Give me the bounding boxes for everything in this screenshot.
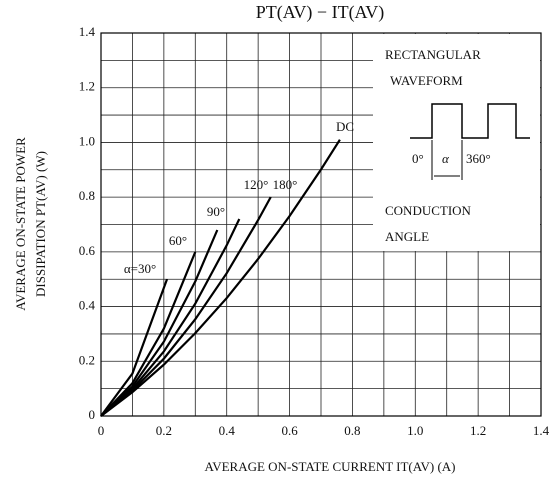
- legend-start: 0°: [412, 151, 424, 166]
- curve: [100, 196, 272, 417]
- y-tick-label: 1.2: [79, 79, 95, 94]
- y-tick-label: 1.0: [79, 133, 95, 148]
- y-tick-label: 0.4: [79, 298, 96, 313]
- y-tick-label: 1.4: [79, 24, 96, 39]
- x-tick-label: 0: [98, 423, 105, 438]
- curve: [100, 251, 197, 417]
- series-label: α=30°: [124, 261, 156, 276]
- curve: [100, 278, 169, 417]
- legend-caption: ANGLE: [385, 229, 429, 244]
- x-tick-label: 1.2: [470, 423, 486, 438]
- x-tick-label: 1.4: [533, 423, 550, 438]
- legend-title: WAVEFORM: [390, 73, 463, 88]
- series-label: 180°: [273, 177, 298, 192]
- y-tick-label: 0.8: [79, 188, 95, 203]
- x-tick-label: 0.8: [344, 423, 360, 438]
- curve: [100, 229, 219, 417]
- y-tick-label: 0: [89, 407, 96, 422]
- series-label: 60°: [169, 233, 187, 248]
- y-tick-label: 0.2: [79, 352, 95, 367]
- series-label: 90°: [207, 204, 225, 219]
- legend-alpha: α: [442, 151, 450, 166]
- legend-title: RECTANGULAR: [385, 47, 481, 62]
- x-axis-label: AVERAGE ON-STATE CURRENT IT(AV) (A): [204, 459, 455, 474]
- y-tick-label: 0.6: [79, 243, 96, 258]
- legend-box: RECTANGULAR WAVEFORM 0° α 360° CONDUCTIO…: [373, 34, 540, 251]
- x-tick-label: 0.6: [281, 423, 298, 438]
- x-tick-label: 1.0: [407, 423, 423, 438]
- legend-background: [373, 34, 540, 251]
- x-tick-label: 0.2: [156, 423, 172, 438]
- curve: [100, 139, 341, 417]
- legend-caption: CONDUCTION: [385, 203, 472, 218]
- curve: [100, 218, 241, 417]
- y-axis-label: AVERAGE ON-STATE POWER: [13, 137, 28, 311]
- waveform: [410, 103, 530, 139]
- y-axis-label: DISSIPATION PT(AV) (W): [33, 151, 48, 297]
- chart-title: PT(AV) − IT(AV): [256, 2, 384, 23]
- series-label: 120°: [244, 177, 269, 192]
- x-tick-label: 0.4: [219, 423, 236, 438]
- plot-frame: [100, 32, 542, 417]
- legend-end: 360°: [466, 151, 491, 166]
- series-label: DC: [336, 119, 354, 134]
